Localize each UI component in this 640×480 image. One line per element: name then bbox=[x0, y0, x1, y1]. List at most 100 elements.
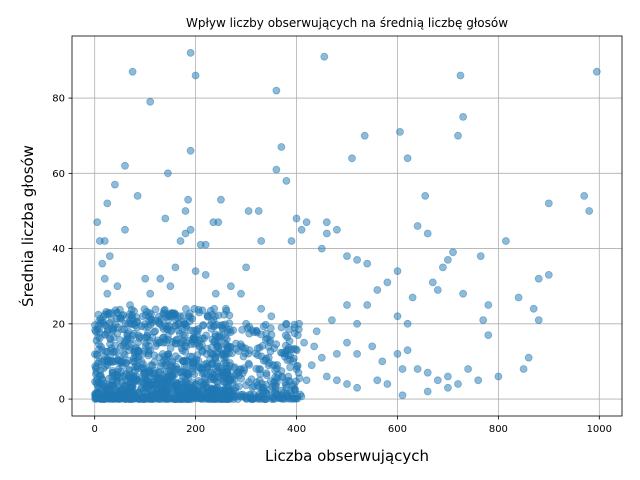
scatter-point bbox=[258, 341, 267, 350]
scatter-point bbox=[245, 360, 254, 369]
scatter-point bbox=[163, 169, 172, 178]
scatter-point bbox=[180, 320, 189, 328]
scatter-point bbox=[103, 199, 112, 208]
scatter-point bbox=[293, 361, 302, 370]
scatter-point bbox=[459, 113, 468, 121]
scatter-point bbox=[317, 353, 326, 362]
scatter-point bbox=[249, 382, 258, 391]
scatter-point bbox=[295, 374, 304, 383]
scatter-point bbox=[120, 391, 129, 400]
scatter-point bbox=[151, 305, 160, 314]
scatter-point bbox=[226, 282, 235, 291]
scatter-point bbox=[133, 191, 142, 200]
scatter-point bbox=[271, 366, 280, 375]
x-tick-label: 800 bbox=[489, 424, 508, 435]
scatter-point bbox=[284, 343, 293, 352]
scatter-point bbox=[501, 237, 510, 245]
scatter-point bbox=[322, 218, 331, 227]
scatter-point bbox=[524, 353, 533, 362]
scatter-point bbox=[177, 344, 186, 353]
scatter-point bbox=[211, 353, 220, 362]
scatter-point bbox=[146, 97, 155, 106]
scatter-point bbox=[217, 365, 226, 373]
scatter-point bbox=[219, 374, 228, 383]
scatter-point bbox=[322, 372, 331, 381]
scatter-point bbox=[99, 379, 108, 388]
scatter-point bbox=[193, 327, 202, 336]
scatter-point bbox=[190, 304, 199, 313]
scatter-point bbox=[534, 316, 543, 325]
scatter-point bbox=[147, 310, 155, 319]
scatter-point bbox=[92, 368, 101, 377]
scatter-point bbox=[132, 318, 141, 327]
scatter-point bbox=[378, 357, 387, 366]
scatter-point bbox=[266, 324, 275, 333]
scatter-point bbox=[237, 289, 245, 298]
scatter-point bbox=[203, 312, 212, 321]
scatter-point bbox=[277, 393, 286, 402]
scatter-point bbox=[172, 336, 180, 345]
scatter-point bbox=[433, 286, 442, 294]
scatter-point bbox=[144, 322, 152, 331]
scatter-point bbox=[443, 372, 452, 381]
scatter-point bbox=[234, 368, 243, 377]
scatter-point bbox=[514, 293, 523, 302]
scatter-point bbox=[186, 326, 195, 335]
scatter-point bbox=[142, 384, 150, 392]
scatter-point bbox=[134, 346, 142, 355]
scatter-point bbox=[428, 278, 437, 287]
scatter-point bbox=[256, 369, 265, 378]
scatter-point bbox=[353, 319, 362, 328]
scatter-point bbox=[529, 304, 538, 313]
scatter-point bbox=[456, 71, 465, 80]
scatter-point bbox=[199, 321, 208, 329]
scatter-point bbox=[252, 364, 261, 373]
scatter-point bbox=[408, 293, 417, 302]
scatter-point bbox=[363, 259, 372, 268]
scatter-point bbox=[403, 319, 412, 328]
scatter-point bbox=[124, 320, 133, 328]
scatter-point bbox=[393, 312, 402, 321]
scatter-point bbox=[277, 143, 286, 151]
scatter-point bbox=[103, 289, 112, 298]
scatter-point bbox=[479, 316, 488, 325]
scatter-point bbox=[302, 376, 311, 385]
scatter-point bbox=[206, 348, 215, 357]
scatter-point bbox=[170, 385, 179, 394]
scatter-point bbox=[225, 319, 234, 328]
scatter-point bbox=[544, 270, 553, 279]
scatter-point bbox=[438, 263, 447, 272]
scatter-point bbox=[383, 278, 392, 287]
scatter-point bbox=[133, 364, 142, 373]
scatter-point bbox=[284, 376, 293, 385]
scatter-point bbox=[253, 328, 262, 337]
scatter-point bbox=[443, 383, 452, 392]
scatter-point bbox=[403, 154, 412, 163]
scatter-point bbox=[291, 394, 300, 403]
scatter-point bbox=[100, 310, 109, 319]
scatter-point bbox=[348, 154, 356, 163]
scatter-point bbox=[158, 333, 167, 342]
scatter-point bbox=[247, 375, 256, 384]
scatter-point bbox=[176, 237, 185, 245]
scatter-point bbox=[322, 229, 331, 238]
scatter-point bbox=[211, 393, 220, 402]
scatter-point bbox=[484, 331, 493, 340]
scatter-point bbox=[186, 225, 195, 234]
scatter-point bbox=[484, 301, 493, 309]
scatter-point bbox=[184, 195, 193, 204]
scatter-point bbox=[188, 359, 197, 368]
scatter-point bbox=[211, 289, 220, 298]
scatter-point bbox=[99, 364, 108, 373]
scatter-point bbox=[146, 289, 155, 298]
scatter-point bbox=[121, 161, 129, 170]
scatter-point bbox=[312, 327, 321, 336]
scatter-point bbox=[423, 387, 432, 396]
scatter-point bbox=[164, 350, 173, 359]
scatter-point bbox=[128, 67, 137, 76]
scatter-point bbox=[287, 237, 296, 245]
scatter-point bbox=[116, 336, 124, 344]
scatter-point bbox=[261, 380, 270, 389]
scatter-point bbox=[100, 274, 109, 283]
scatter-point bbox=[176, 380, 185, 389]
